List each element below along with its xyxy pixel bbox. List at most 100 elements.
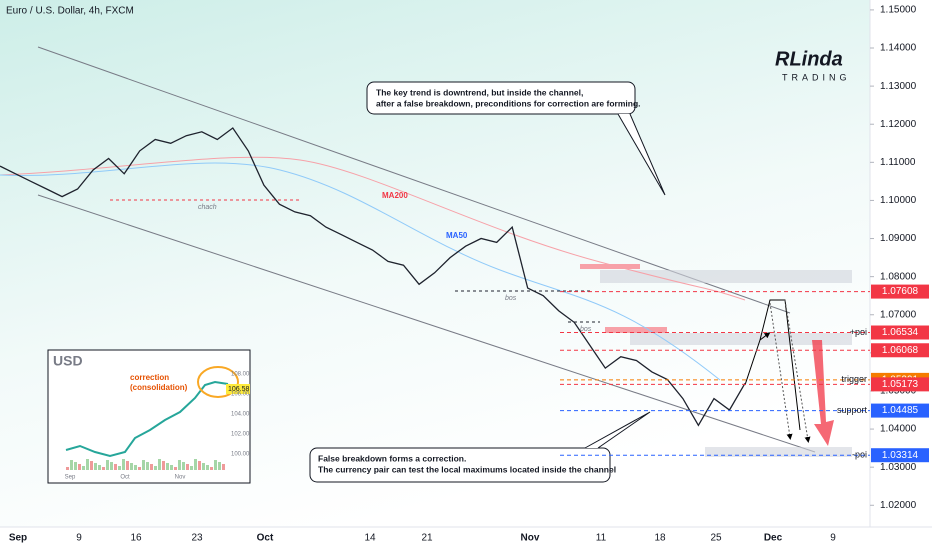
inset-volume-bar xyxy=(190,466,193,470)
structure-label: bos xyxy=(580,326,592,333)
inset-volume-bar xyxy=(94,463,97,470)
chart-title: Euro / U.S. Dollar, 4h, FXCM xyxy=(6,6,134,17)
y-tick-label: 1.12000 xyxy=(880,119,917,130)
price-tag xyxy=(871,448,929,463)
level-text: trigger xyxy=(841,374,867,384)
callout-tail xyxy=(584,411,651,449)
zone xyxy=(705,447,852,457)
inset-volume-bar xyxy=(110,462,113,470)
inset-volume-bar xyxy=(74,462,77,470)
inset-volume-bar xyxy=(122,459,125,470)
price-line xyxy=(0,127,746,427)
inset-y-label: 106.00 xyxy=(231,392,250,398)
callout xyxy=(309,447,611,483)
inset-volume xyxy=(66,459,225,470)
annotation: The currency pair can test the local max… xyxy=(318,464,616,474)
inset-volume-bar xyxy=(126,461,129,470)
inset-volume-bar xyxy=(114,464,117,470)
inset-x-label: Oct xyxy=(120,475,130,481)
inset-volume-bar xyxy=(154,466,157,470)
channel-line xyxy=(37,46,791,314)
inset-volume-bar xyxy=(186,464,189,470)
inset-y-label: 102.00 xyxy=(231,432,250,438)
zone xyxy=(630,333,852,345)
zone xyxy=(580,264,640,269)
inset-y-label: 104.00 xyxy=(231,412,250,418)
inset-volume-bar xyxy=(150,464,153,470)
inset-y-label: 100.00 xyxy=(231,452,250,458)
structure-label: bos xyxy=(505,295,517,302)
inset-volume-bar xyxy=(166,463,169,470)
inset-volume-bar xyxy=(98,465,101,470)
level-text: support xyxy=(837,405,868,415)
inset-volume-bar xyxy=(134,465,137,470)
annotation: The key trend is downtrend, but inside t… xyxy=(376,87,583,97)
zone xyxy=(600,270,852,283)
inset-volume-bar xyxy=(106,460,109,470)
projection xyxy=(744,299,801,431)
inset-x-label: Sep xyxy=(65,475,76,481)
price-tag-label: 1.05173 xyxy=(882,379,919,390)
inset-volume-bar xyxy=(158,459,161,470)
x-tick-label: 25 xyxy=(710,533,722,544)
x-tick-label: 9 xyxy=(830,533,836,544)
inset-volume-bar xyxy=(178,460,181,470)
ma200-line xyxy=(0,156,746,301)
inset-note: (consolidation) xyxy=(130,383,188,392)
inset-volume-bar xyxy=(174,467,177,470)
logo-sub: TRADING xyxy=(782,72,851,82)
inset-line xyxy=(65,380,229,458)
structure-label: chach xyxy=(198,204,217,211)
inset-y-label: 108.00 xyxy=(231,372,250,378)
y-tick-label: 1.02000 xyxy=(880,500,917,511)
ma-label: MA200 xyxy=(382,191,408,200)
price-tag-label: 1.06534 xyxy=(882,327,919,338)
inset-volume-bar xyxy=(130,463,133,470)
x-tick-label: 23 xyxy=(191,533,203,544)
annotation: False breakdown forms a correction. xyxy=(318,453,466,463)
x-tick-label: 11 xyxy=(596,533,607,544)
zone xyxy=(605,327,667,333)
x-tick-label: 16 xyxy=(130,533,142,544)
inset-volume-bar xyxy=(70,460,73,470)
inset-volume-bar xyxy=(182,462,185,470)
x-tick-label: 21 xyxy=(421,533,433,544)
inset-volume-bar xyxy=(218,462,221,470)
inset-volume-bar xyxy=(202,463,205,470)
logo-name: RLinda xyxy=(775,48,843,70)
y-tick-label: 1.08000 xyxy=(880,271,917,282)
x-tick-label: 18 xyxy=(654,533,666,544)
price-tag-label: 1.04485 xyxy=(882,405,919,416)
price-tag-label: 1.06068 xyxy=(882,345,919,356)
inset-circle xyxy=(197,366,239,398)
inset-volume-bar xyxy=(210,467,213,470)
inset-volume-bar xyxy=(206,465,209,470)
inset-price: 106.58 xyxy=(228,386,250,393)
y-tick-label: 1.10000 xyxy=(880,195,917,206)
y-tick-label: 1.09000 xyxy=(880,233,917,244)
x-tick-label: Nov xyxy=(521,533,540,544)
inset-volume-bar xyxy=(198,461,201,470)
inset-volume-bar xyxy=(82,466,85,470)
y-tick-label: 1.07000 xyxy=(880,309,917,320)
projection xyxy=(769,302,793,440)
inset-volume-bar xyxy=(86,459,89,470)
y-tick-label: 1.03000 xyxy=(880,462,917,473)
price-tag xyxy=(871,343,929,358)
y-tick-label: 1.15000 xyxy=(880,5,917,16)
y-tick-label: 1.14000 xyxy=(880,43,917,54)
level-text: -poi xyxy=(852,450,867,460)
inset-volume-bar xyxy=(78,464,81,470)
inset-volume-bar xyxy=(194,459,197,470)
projection-arrow xyxy=(759,332,771,341)
price-tag-label: 1.03314 xyxy=(882,450,919,461)
ma-label: MA50 xyxy=(446,231,468,240)
callout-tail xyxy=(617,113,666,196)
inset-price-tag xyxy=(226,384,250,394)
inset-volume-bar xyxy=(102,467,105,470)
x-tick-label: Oct xyxy=(257,533,274,544)
level-text: +poi xyxy=(850,327,867,337)
inset-x-label: Nov xyxy=(175,475,186,481)
channel-line xyxy=(37,194,816,453)
